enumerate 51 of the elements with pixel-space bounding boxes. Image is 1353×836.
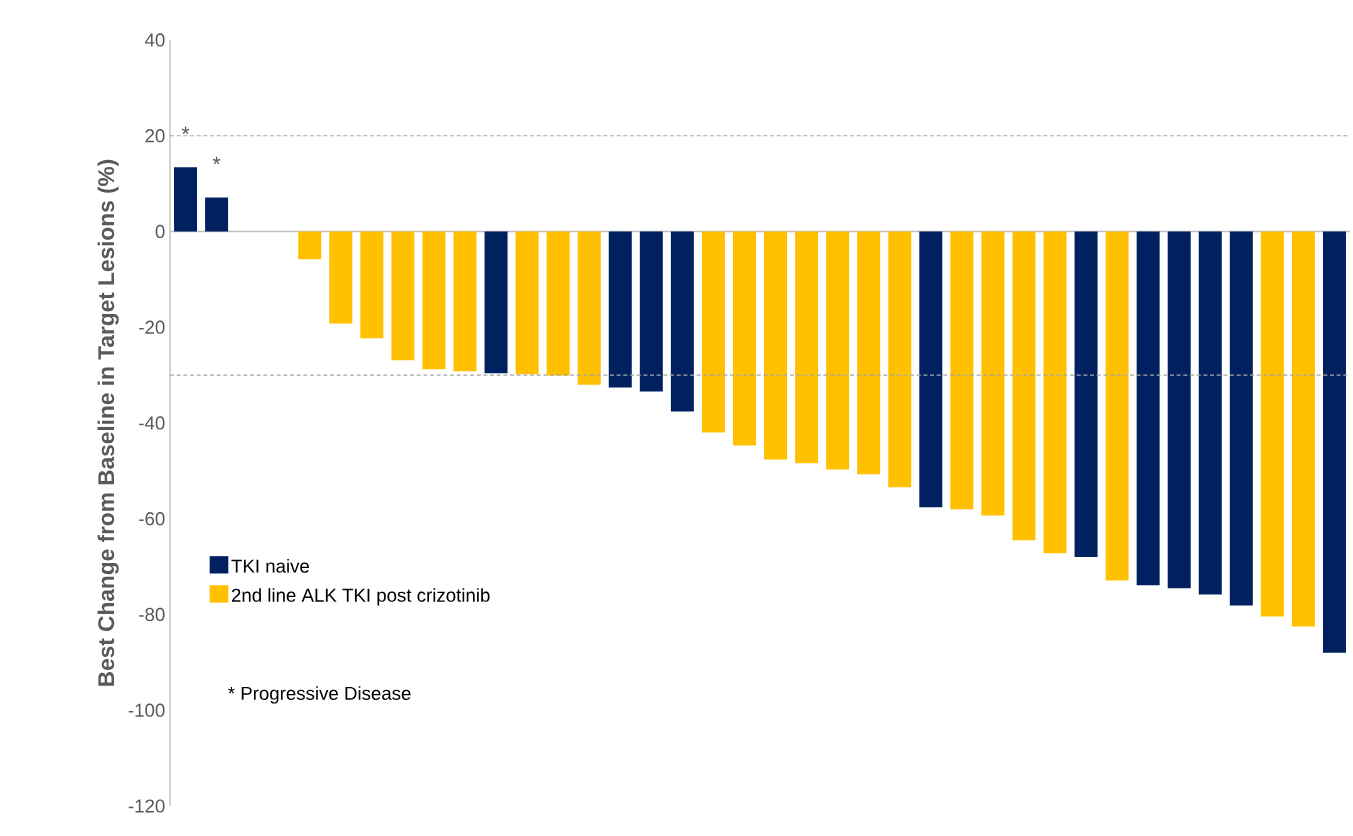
bar (1012, 231, 1036, 541)
bar (1136, 231, 1160, 586)
y-tick-label: -60 (139, 512, 165, 526)
bar (174, 167, 198, 232)
bar (205, 197, 229, 232)
bar (950, 231, 974, 510)
bar (670, 231, 694, 412)
bar (1198, 231, 1222, 595)
bar (391, 231, 415, 361)
bar (1105, 231, 1129, 581)
bar (919, 231, 943, 508)
y-tick-label: -120 (128, 799, 165, 813)
bar (732, 231, 756, 446)
bar (857, 231, 881, 475)
bar (1229, 231, 1253, 606)
bar (764, 231, 788, 460)
bar (360, 231, 384, 339)
bar (826, 231, 850, 470)
bar (981, 231, 1005, 516)
bar (1291, 231, 1315, 627)
y-tick-label: -80 (139, 607, 165, 622)
data-label: * (212, 156, 221, 165)
bar (329, 231, 353, 324)
bar (795, 231, 819, 464)
bar (1167, 231, 1191, 589)
bar (1043, 231, 1067, 554)
legend-label: TKI naive (231, 559, 310, 573)
bar (608, 231, 632, 388)
bar (515, 231, 539, 375)
legend-label: 2nd line ALK TKI post crizotinib (231, 588, 490, 606)
y-tick-label: 0 (155, 224, 165, 239)
y-tick-label: 40 (144, 33, 165, 47)
bar (701, 231, 725, 433)
y-tick-label: 20 (145, 129, 165, 143)
bar (484, 231, 508, 374)
bar (298, 231, 322, 260)
bar (1260, 231, 1284, 617)
bar (546, 231, 570, 376)
y-tick-label: -100 (128, 703, 165, 717)
bar (1322, 231, 1346, 653)
bar (1074, 231, 1098, 558)
bar (453, 231, 477, 372)
data-label: * (181, 126, 190, 135)
y-tick-label: -20 (139, 320, 165, 334)
annotation: * Progressive Disease (228, 686, 411, 704)
bar (639, 231, 663, 392)
bar (888, 231, 912, 488)
y-tick-label: -40 (139, 416, 165, 430)
y-axis-title: Best Change from Baseline in Target Lesions (%) (97, 159, 119, 686)
bar (422, 231, 446, 370)
bar (577, 231, 601, 385)
